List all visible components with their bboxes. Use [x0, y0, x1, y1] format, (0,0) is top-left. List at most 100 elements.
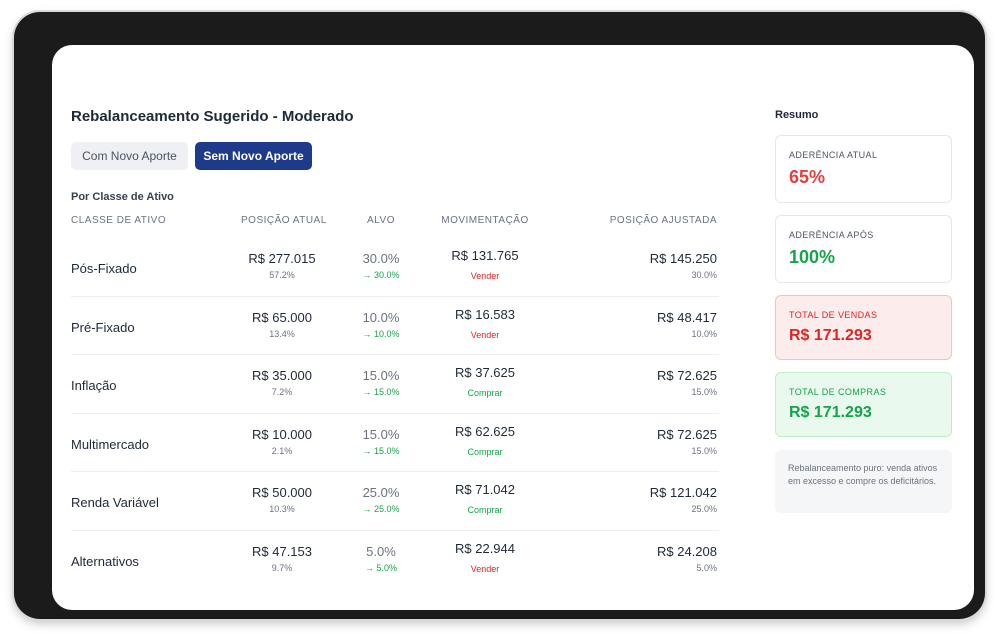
current-position-value: R$ 65.000 [252, 309, 312, 325]
adherence-current-label: ADERÊNCIA ATUAL [789, 150, 878, 160]
current-position-cell: R$ 50.000 10.3% [241, 485, 323, 514]
table-row: Pós-Fixado R$ 277.015 57.2% 30.0% → 30.0% R$ … [71, 238, 719, 297]
section-label: Por Classe de Ativo [71, 191, 174, 203]
movement-cell: R$ 71.042 Comprar [441, 482, 529, 515]
adjusted-position-percent: 15.0% [691, 387, 717, 397]
with-new-contribution-button[interactable]: Com Novo Aporte [71, 142, 188, 170]
target-value: 10.0% [362, 309, 400, 325]
current-position-cell: R$ 35.000 7.2% [241, 368, 323, 397]
total-purchases-value: R$ 171.293 [789, 404, 872, 421]
target-value: 25.0% [362, 485, 400, 500]
target-arrow-value: → 5.0% [364, 562, 397, 573]
movement-cell: R$ 37.625 Comprar [441, 365, 529, 398]
adherence-current-card: ADERÊNCIA ATUAL 65% [775, 135, 952, 203]
target-arrow-value: → 30.0% [362, 270, 400, 280]
current-position-percent: 7.2% [271, 387, 293, 397]
page-title: Rebalanceamento Sugerido - Moderado [71, 108, 354, 125]
summary-title: Resumo [775, 109, 819, 121]
asset-class-name: Pré-Fixado [71, 319, 135, 335]
current-position-value: R$ 35.000 [252, 368, 312, 383]
adherence-after-label: ADERÊNCIA APÓS [789, 230, 874, 240]
adjusted-position-percent: 10.0% [691, 328, 717, 339]
movement-cell: R$ 16.583 Vender [441, 307, 529, 340]
movement-action: Comprar [467, 505, 503, 515]
app-screen: Rebalanceamento Sugerido - Moderado Com … [52, 45, 974, 610]
target-cell: 30.0% → 30.0% [351, 251, 411, 280]
current-position-value: R$ 10.000 [252, 426, 312, 442]
asset-class-name: Multimercado [71, 436, 150, 452]
target-arrow-value: → 15.0% [362, 445, 400, 456]
current-position-cell: R$ 10.000 2.1% [241, 427, 323, 456]
total-purchases-card: TOTAL DE COMPRAS R$ 171.293 [775, 372, 952, 437]
current-position-value: R$ 50.000 [252, 485, 312, 500]
rebalance-note: Rebalanceamento puro: venda ativos em ex… [775, 450, 952, 513]
target-arrow-value: → 10.0% [362, 328, 400, 339]
target-arrow-value: → 15.0% [362, 387, 400, 397]
current-position-value: R$ 277.015 [248, 251, 316, 266]
movement-value: R$ 16.583 [455, 306, 515, 322]
adjusted-position-value: R$ 145.250 [649, 251, 717, 266]
adherence-current-value: 65% [789, 167, 826, 187]
current-position-percent: 2.1% [271, 445, 293, 456]
movement-cell: R$ 62.625 Comprar [441, 424, 529, 457]
adjusted-position-value: R$ 24.208 [657, 543, 717, 559]
col-asset-class: CLASSE DE ATIVO [71, 215, 167, 226]
adherence-after-value: 100% [789, 247, 836, 267]
adjusted-position-cell: R$ 145.250 30.0% [591, 251, 717, 280]
movement-action: Vender [470, 271, 500, 281]
movement-action: Comprar [467, 388, 503, 398]
current-position-percent: 13.4% [269, 328, 295, 339]
table-row: Inflação R$ 35.000 7.2% 15.0% → 15.0% R$ 37.6… [71, 355, 719, 414]
movement-value: R$ 37.625 [455, 365, 515, 380]
movement-action: Vender [470, 329, 500, 340]
adjusted-position-value: R$ 72.625 [657, 426, 717, 442]
target-value: 15.0% [362, 368, 400, 383]
asset-class-name: Inflação [71, 378, 117, 393]
allocation-table: Pós-Fixado R$ 277.015 57.2% 30.0% → 30.0% R$ … [71, 238, 719, 588]
without-new-contribution-button[interactable]: Sem Novo Aporte [195, 142, 312, 170]
adjusted-position-cell: R$ 72.625 15.0% [591, 368, 717, 397]
asset-class-name: Pós-Fixado [71, 261, 137, 276]
current-position-cell: R$ 65.000 13.4% [241, 310, 323, 339]
target-cell: 5.0% → 5.0% [351, 544, 411, 573]
adjusted-position-percent: 5.0% [696, 562, 717, 573]
rebalance-note-text: Rebalanceamento puro: venda ativos em ex… [788, 463, 938, 486]
movement-value: R$ 62.625 [455, 423, 515, 439]
current-position-value: R$ 47.153 [252, 543, 312, 559]
target-arrow-value: → 25.0% [362, 504, 400, 514]
adjusted-position-cell: R$ 72.625 15.0% [591, 427, 717, 456]
movement-value: R$ 131.765 [451, 248, 519, 263]
target-cell: 15.0% → 15.0% [351, 368, 411, 397]
current-position-cell: R$ 277.015 57.2% [241, 251, 323, 280]
table-row: Alternativos R$ 47.153 9.7% 5.0% → 5.0% R$ 22… [71, 531, 719, 589]
movement-action: Comprar [467, 446, 503, 457]
adjusted-position-percent: 30.0% [691, 270, 717, 280]
adjusted-position-cell: R$ 48.417 10.0% [591, 310, 717, 339]
adjusted-position-value: R$ 72.625 [657, 368, 717, 383]
asset-class-name: Alternativos [71, 553, 139, 569]
movement-value: R$ 71.042 [455, 482, 515, 497]
adjusted-position-cell: R$ 24.208 5.0% [591, 544, 717, 573]
adjusted-position-percent: 15.0% [691, 445, 717, 456]
target-cell: 10.0% → 10.0% [351, 310, 411, 339]
table-header: CLASSE DE ATIVO POSIÇÃO ATUAL ALVO MOVIM… [71, 215, 719, 229]
total-sales-value: R$ 171.293 [789, 327, 872, 344]
device-frame: Rebalanceamento Sugerido - Moderado Com … [14, 12, 985, 619]
total-purchases-label: TOTAL DE COMPRAS [789, 387, 887, 397]
table-row: Multimercado R$ 10.000 2.1% 15.0% → 15.0% R$ … [71, 414, 719, 472]
table-row: Pré-Fixado R$ 65.000 13.4% 10.0% → 10.0% R$ 1… [71, 297, 719, 355]
current-position-percent: 57.2% [269, 270, 295, 280]
col-movement: MOVIMENTAÇÃO [441, 215, 529, 226]
target-cell: 15.0% → 15.0% [351, 427, 411, 456]
total-sales-label: TOTAL DE VENDAS [789, 310, 878, 320]
movement-action: Vender [470, 563, 500, 574]
adjusted-position-cell: R$ 121.042 25.0% [591, 485, 717, 514]
current-position-percent: 10.3% [269, 504, 295, 514]
adjusted-position-value: R$ 48.417 [657, 309, 717, 325]
current-position-percent: 9.7% [271, 562, 293, 573]
current-position-cell: R$ 47.153 9.7% [241, 544, 323, 573]
movement-value: R$ 22.944 [455, 540, 515, 556]
col-adjusted-position: POSIÇÃO AJUSTADA [609, 215, 717, 226]
movement-cell: R$ 22.944 Vender [441, 541, 529, 574]
adjusted-position-value: R$ 121.042 [649, 485, 717, 500]
